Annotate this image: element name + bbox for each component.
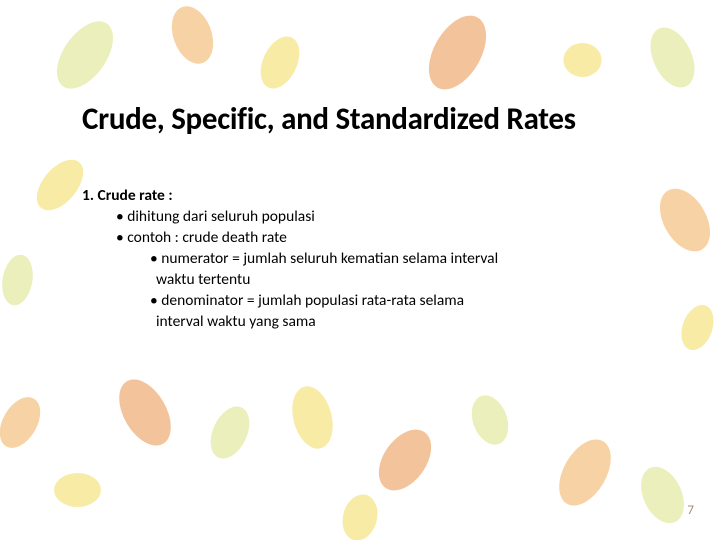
slide-content: Crude, Specific, and Standardized Rates … bbox=[0, 0, 720, 332]
bullet-level2: • denominator = jumlah populasi rata-rat… bbox=[150, 291, 650, 312]
bullet-level2-cont: waktu tertentu bbox=[156, 270, 650, 291]
bullet-level2-cont: interval waktu yang sama bbox=[156, 312, 650, 333]
bullet-level2: • numerator = jumlah seluruh kematian se… bbox=[150, 249, 650, 270]
bullet-level1: • contoh : crude death rate bbox=[116, 228, 650, 249]
slide-body: 1. Crude rate : • dihitung dari seluruh … bbox=[82, 186, 650, 332]
bullet-level1: • dihitung dari seluruh populasi bbox=[116, 207, 650, 228]
line-heading: 1. Crude rate : bbox=[82, 186, 650, 207]
page-number: 7 bbox=[687, 503, 694, 518]
slide-title: Crude, Specific, and Standardized Rates bbox=[82, 100, 650, 138]
